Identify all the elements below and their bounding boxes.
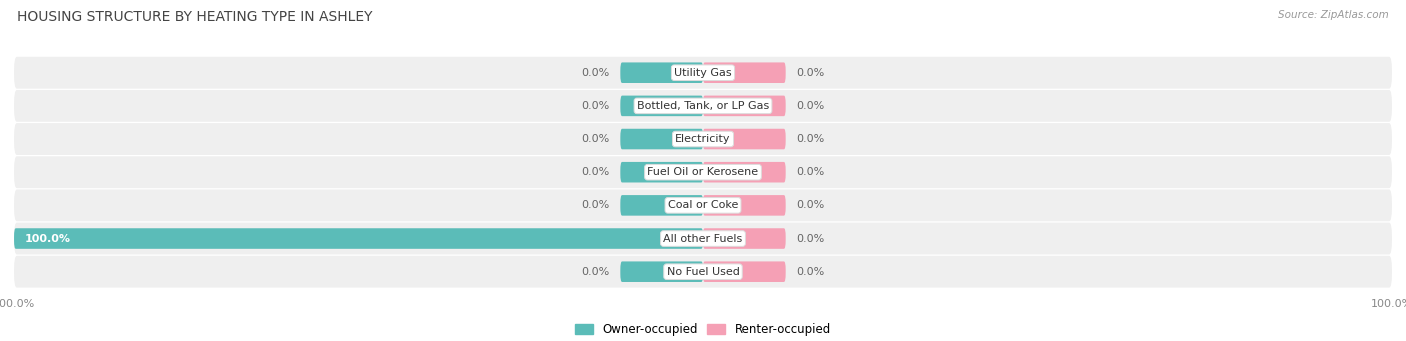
Text: Source: ZipAtlas.com: Source: ZipAtlas.com bbox=[1278, 10, 1389, 20]
Text: 0.0%: 0.0% bbox=[796, 167, 824, 177]
FancyBboxPatch shape bbox=[703, 162, 786, 182]
FancyBboxPatch shape bbox=[620, 62, 703, 83]
FancyBboxPatch shape bbox=[14, 123, 1392, 155]
FancyBboxPatch shape bbox=[14, 190, 1392, 221]
Text: 0.0%: 0.0% bbox=[796, 267, 824, 277]
Text: Electricity: Electricity bbox=[675, 134, 731, 144]
FancyBboxPatch shape bbox=[703, 195, 786, 216]
FancyBboxPatch shape bbox=[14, 228, 703, 249]
FancyBboxPatch shape bbox=[703, 262, 786, 282]
Text: Bottled, Tank, or LP Gas: Bottled, Tank, or LP Gas bbox=[637, 101, 769, 111]
Text: 0.0%: 0.0% bbox=[796, 101, 824, 111]
Text: 0.0%: 0.0% bbox=[796, 234, 824, 243]
FancyBboxPatch shape bbox=[703, 129, 786, 149]
FancyBboxPatch shape bbox=[14, 223, 1392, 254]
Text: 0.0%: 0.0% bbox=[582, 267, 610, 277]
Text: Coal or Coke: Coal or Coke bbox=[668, 201, 738, 210]
Text: No Fuel Used: No Fuel Used bbox=[666, 267, 740, 277]
Text: 0.0%: 0.0% bbox=[796, 201, 824, 210]
Text: HOUSING STRUCTURE BY HEATING TYPE IN ASHLEY: HOUSING STRUCTURE BY HEATING TYPE IN ASH… bbox=[17, 10, 373, 24]
FancyBboxPatch shape bbox=[620, 195, 703, 216]
Text: 0.0%: 0.0% bbox=[796, 68, 824, 78]
FancyBboxPatch shape bbox=[620, 162, 703, 182]
Text: 0.0%: 0.0% bbox=[582, 68, 610, 78]
FancyBboxPatch shape bbox=[14, 256, 1392, 287]
Text: All other Fuels: All other Fuels bbox=[664, 234, 742, 243]
FancyBboxPatch shape bbox=[620, 129, 703, 149]
FancyBboxPatch shape bbox=[703, 62, 786, 83]
Text: 100.0%: 100.0% bbox=[24, 234, 70, 243]
Text: Utility Gas: Utility Gas bbox=[675, 68, 731, 78]
Text: Fuel Oil or Kerosene: Fuel Oil or Kerosene bbox=[647, 167, 759, 177]
Text: 0.0%: 0.0% bbox=[582, 101, 610, 111]
FancyBboxPatch shape bbox=[14, 57, 1392, 89]
Text: 0.0%: 0.0% bbox=[582, 167, 610, 177]
FancyBboxPatch shape bbox=[14, 156, 1392, 188]
FancyBboxPatch shape bbox=[620, 95, 703, 116]
FancyBboxPatch shape bbox=[14, 90, 1392, 122]
Text: 0.0%: 0.0% bbox=[582, 134, 610, 144]
Text: 0.0%: 0.0% bbox=[796, 134, 824, 144]
FancyBboxPatch shape bbox=[620, 262, 703, 282]
FancyBboxPatch shape bbox=[703, 95, 786, 116]
FancyBboxPatch shape bbox=[703, 228, 786, 249]
Text: 0.0%: 0.0% bbox=[582, 201, 610, 210]
Legend: Owner-occupied, Renter-occupied: Owner-occupied, Renter-occupied bbox=[571, 318, 835, 341]
